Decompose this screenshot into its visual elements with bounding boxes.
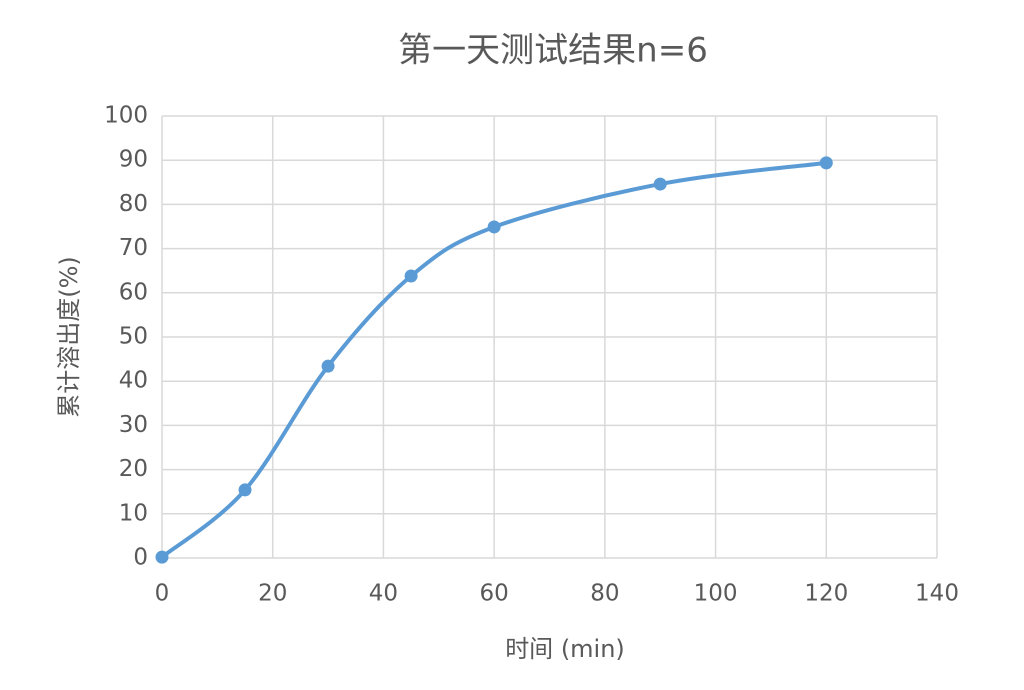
y-tick-label: 50 [119, 324, 148, 350]
x-axis-label: 时间 (min) [505, 635, 625, 663]
y-axis-label: 累计溶出度(%) [55, 256, 83, 418]
data-point [155, 550, 169, 564]
y-tick-label: 70 [119, 235, 148, 261]
data-point [238, 483, 252, 497]
data-point [487, 220, 501, 234]
chart-title: 第一天测试结果n=6 [398, 31, 708, 71]
y-tick-label: 40 [119, 368, 148, 394]
y-tick-label: 90 [119, 147, 148, 173]
y-tick-label: 20 [119, 456, 148, 482]
y-tick-label: 0 [133, 545, 148, 571]
x-tick-label: 20 [258, 581, 287, 607]
x-tick-label: 40 [369, 581, 398, 607]
data-point [404, 269, 418, 283]
x-tick-label: 0 [155, 581, 170, 607]
data-point [321, 359, 335, 373]
y-tick-label: 60 [119, 279, 148, 305]
x-tick-label: 140 [915, 581, 959, 607]
y-tick-label: 80 [119, 191, 148, 217]
data-point [653, 177, 667, 191]
data-point [819, 156, 833, 170]
y-tick-label: 100 [104, 103, 148, 129]
y-tick-label: 30 [119, 412, 148, 438]
x-tick-label: 80 [590, 581, 619, 607]
x-tick-label: 100 [694, 581, 738, 607]
x-tick-label: 120 [804, 581, 848, 607]
y-tick-label: 10 [119, 500, 148, 526]
x-tick-label: 60 [480, 581, 509, 607]
